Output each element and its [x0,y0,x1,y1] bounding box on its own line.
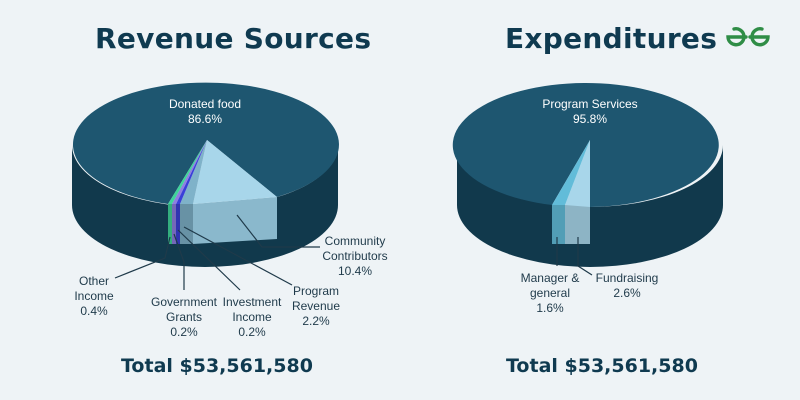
label-government-grants: Government Grants 0.2% [146,295,222,340]
label-program-revenue-name-1: Program [292,284,339,298]
label-fundraising-value: 2.6% [613,286,641,300]
label-manager-general: Manager & general 1.6% [513,271,587,316]
revenue-slice-government-grants-side [172,204,176,244]
leader-line-community-contributors [236,214,320,248]
expenditures-slice-manager-general [552,140,590,205]
label-community-contributors-name-2: Contributors [322,249,388,263]
revenue-slice-program-revenue-side [180,204,193,244]
label-manager-general-name-1: Manager & [520,271,580,285]
geeksforgeeks-logo-icon [726,27,770,47]
expenditures-chart-title: Expenditures [505,22,718,55]
revenue-pie [72,82,339,291]
expenditures-slice-program-services [452,83,719,207]
label-program-services-value: 95.8% [572,112,608,126]
revenue-slice-community-contributors [193,140,277,204]
label-investment-income: Investment Income 0.2% [217,295,287,340]
revenue-slice-donated-food [72,82,339,204]
label-government-grants-value: 0.2% [170,325,198,339]
expenditures-slice-manager-general-side [552,205,565,244]
revenue-slice-other-income-side [168,204,172,244]
revenue-slice-investment-income-side [176,204,180,244]
label-other-income-name-1: Other [78,274,109,288]
label-program-revenue-name-2: Revenue [291,299,341,313]
label-donated-food-value: 86.6% [187,112,223,126]
leader-line-investment-income [177,229,241,291]
label-community-contributors-value: 10.4% [337,264,373,278]
expenditures-pie [452,83,723,276]
expenditures-slice-fundraising-side [565,205,590,244]
label-donated-food: Donated food 86.6% [150,97,260,127]
label-other-income-value: 0.4% [80,304,108,318]
revenue-slice-other-income [168,140,207,204]
label-investment-income-value: 0.2% [238,325,266,339]
revenue-chart-title: Revenue Sources [95,22,372,55]
label-program-revenue: Program Revenue 2.2% [283,284,349,329]
label-fundraising: Fundraising 2.6% [588,271,666,301]
label-investment-income-name-2: Income [232,310,272,324]
leader-line-program-revenue [183,226,293,286]
label-program-services: Program Services 95.8% [530,97,650,127]
label-fundraising-name: Fundraising [595,271,659,285]
label-program-revenue-value: 2.2% [302,314,330,328]
label-community-contributors-name-1: Community [324,234,386,248]
label-other-income-name-2: Income [74,289,114,303]
expenditures-pie-side [457,145,723,267]
label-government-grants-name-1: Government [150,295,218,309]
label-community-contributors: Community Contributors 10.4% [313,234,397,279]
label-manager-general-value: 1.6% [536,301,564,315]
label-program-services-name: Program Services [542,97,638,111]
revenue-total: Total $53,561,580 [121,355,313,377]
leader-line-government-grants [173,233,185,290]
label-other-income: Other Income 0.4% [66,274,122,319]
expenditures-slice-fundraising [565,140,590,207]
label-government-grants-name-2: Grants [165,310,202,324]
revenue-slice-community-contributors-side [193,197,277,244]
label-investment-income-name-1: Investment [222,295,282,309]
label-donated-food-name: Donated food [168,97,242,111]
expenditures-total: Total $53,561,580 [506,355,698,377]
leader-line-fundraising [577,237,593,276]
label-manager-general-name-2: general [529,286,571,300]
leader-line-other-income [114,236,171,279]
